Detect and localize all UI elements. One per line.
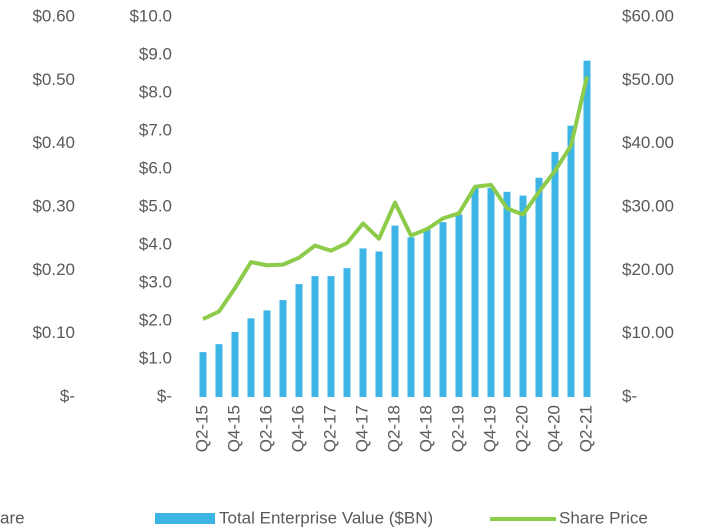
line (202, 76, 589, 321)
x-tick-label: Q4-18 (416, 405, 435, 452)
bar (567, 125, 575, 398)
y-tick-label: $6.0 (139, 158, 172, 177)
y-tick-label: $7.0 (139, 120, 172, 139)
bar (279, 300, 287, 397)
bar (231, 332, 239, 397)
x-tick-label: Q2-20 (512, 405, 531, 452)
bar (455, 214, 463, 397)
y2-tick-label: $60.00 (622, 6, 674, 25)
bar (439, 222, 447, 397)
bar (247, 318, 255, 397)
y3-tick-label: $- (60, 386, 75, 405)
bar (199, 352, 207, 397)
bar (359, 248, 367, 397)
x-tick-label: Q2-19 (448, 405, 467, 452)
x-tick-label: Q4-19 (480, 405, 499, 452)
bar (263, 310, 271, 397)
legend-label: Total Enterprise Value ($BN) (219, 508, 433, 527)
bar (343, 268, 351, 397)
x-tick-label: Q2-16 (256, 405, 275, 452)
y-tick-label: $1.0 (139, 348, 172, 367)
x-tick-label: Q2-17 (320, 405, 339, 452)
bar (535, 177, 543, 397)
y-tick-label: $10.0 (129, 6, 172, 25)
bar (423, 229, 431, 397)
x-tick-label: Q4-16 (288, 405, 307, 452)
y2-tick-label: $40.00 (622, 133, 674, 152)
legend-label: Share Price (559, 508, 648, 527)
bar (503, 191, 511, 397)
y3-tick-label: $0.10 (32, 323, 75, 342)
x-tick-label: Q2-15 (192, 405, 211, 452)
y3-tick-label: $0.50 (32, 70, 75, 89)
bar (295, 284, 303, 397)
x-tick-label: Q4-17 (352, 405, 371, 452)
x-tick-label: Q2-18 (384, 405, 403, 452)
y2-tick-label: $10.00 (622, 323, 674, 342)
y-tick-label: $8.0 (139, 82, 172, 101)
y3-tick-label: $0.40 (32, 133, 75, 152)
y-tick-label: $2.0 (139, 310, 172, 329)
bar (471, 188, 479, 397)
y-tick-label: $- (157, 386, 172, 405)
y3-tick-label: $0.30 (32, 196, 75, 215)
y2-tick-label: $50.00 (622, 70, 674, 89)
bar (407, 237, 415, 397)
bar (519, 195, 527, 397)
y-tick-label: $3.0 (139, 272, 172, 291)
y2-tick-label: $- (622, 386, 637, 405)
x-tick-label: Q2-21 (576, 405, 595, 452)
y2-tick-label: $20.00 (622, 260, 674, 279)
bar (487, 188, 495, 397)
bar (215, 344, 223, 397)
bar (551, 151, 559, 397)
x-tick-label: Q4-20 (544, 405, 563, 452)
y3-tick-label: $0.60 (32, 6, 75, 25)
bar (311, 276, 319, 397)
y3-tick-label: $0.20 (32, 260, 75, 279)
legend-label: are (0, 508, 25, 527)
bar (375, 251, 383, 397)
bar (583, 60, 591, 397)
y-tick-label: $4.0 (139, 234, 172, 253)
bar (391, 225, 399, 397)
y2-tick-label: $30.00 (622, 196, 674, 215)
y-tick-label: $5.0 (139, 196, 172, 215)
legend-swatch (155, 513, 215, 524)
x-tick-label: Q4-15 (224, 405, 243, 452)
bar (327, 276, 335, 397)
y-tick-label: $9.0 (139, 44, 172, 63)
